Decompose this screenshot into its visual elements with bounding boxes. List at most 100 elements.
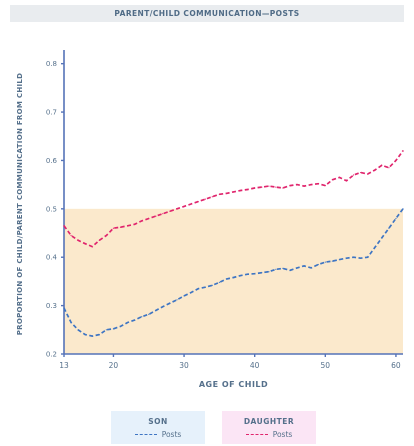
data-point-daughter [388,167,390,169]
data-point-daughter [98,239,100,241]
data-point-son [388,227,390,229]
data-point-son [211,284,213,286]
data-point-daughter [324,185,326,187]
legend-daughter-name: DAUGHTER [243,416,295,426]
data-point-daughter [141,220,143,222]
data-point-son [70,321,72,324]
data-point-daughter [84,243,86,245]
series-daughter [63,150,404,248]
data-point-son [190,291,192,294]
data-point-daughter [63,225,65,227]
data-point-daughter [338,176,341,178]
legend-daughter-dash-icon [245,433,268,435]
data-point-daughter [211,196,213,198]
data-point-son [105,329,107,331]
data-point-son [324,261,326,263]
data-point-daughter [310,184,312,186]
data-point-daughter [381,164,383,166]
data-point-daughter [225,192,228,194]
chart-title: PARENT/CHILD COMMUNICATION—POSTS [10,5,404,22]
data-point-daughter [289,185,291,187]
data-point-son [402,208,404,210]
data-point-daughter [218,193,220,195]
data-point-son [367,256,369,258]
data-point-daughter [176,208,178,210]
data-point-son [374,246,376,249]
data-point-son [317,263,319,266]
data-point-daughter [402,150,404,152]
data-point-son [162,305,164,308]
data-point-daughter [374,169,376,171]
data-point-daughter [112,227,115,229]
data-point-son [197,288,199,290]
data-point-daughter [119,226,122,228]
data-point-son [169,302,171,304]
data-point-daughter [360,171,362,174]
data-point-son [331,260,333,262]
data-point-daughter [275,186,277,188]
legend-item-son: SON Posts [111,411,205,444]
data-point-daughter [282,187,284,189]
data-point-son [345,257,348,259]
x-tick-label: 60 [391,361,401,370]
line-chart: 0.2 0.3 0.4 0.5 0.6 0.7 0.8 13 20 30 40 50 60 AGE O… [16,50,404,389]
series-son [63,208,404,337]
y-tick-label: 0.4 [46,254,58,262]
data-point-son [289,269,291,271]
x-tick-label: 40 [250,361,260,370]
data-point-son [232,276,235,279]
data-point-daughter [105,234,107,237]
legend-item-daughter: DAUGHTER Posts [222,411,316,444]
shaded-band [64,208,403,354]
data-point-son [352,256,355,258]
data-point-son [268,271,270,273]
data-point-son [395,217,397,220]
y-tick-label: 0.2 [46,351,57,359]
data-point-daughter [155,215,157,217]
data-point-daughter [190,203,192,205]
data-point-son [134,319,136,321]
data-point-son [63,307,65,309]
data-point-son [84,334,86,336]
data-point-daughter [239,189,242,192]
data-point-son [296,267,298,269]
data-point-son [218,281,220,283]
legend-daughter-label: Posts [272,429,293,439]
data-point-daughter [169,210,171,212]
y-axis-label: PROPORTION OF CHILD/PARENT COMMUNICATION… [16,73,24,336]
data-point-daughter [183,205,185,208]
data-point-son [148,313,150,315]
data-point-daughter [352,174,355,176]
y-tick-label: 0.7 [46,109,57,117]
data-point-son [91,335,93,337]
data-point-daughter [303,185,305,187]
x-tick-label: 50 [321,361,331,370]
data-point-son [254,273,256,275]
data-point-daughter [204,198,206,200]
data-point-son [247,273,249,275]
x-tick-label: 30 [179,361,189,370]
data-point-son [239,275,242,277]
legend-son-dash-icon [134,433,157,435]
data-point-daughter [296,184,298,186]
legend-son-sample: Posts [134,430,181,439]
y-axis-ticks: 0.2 0.3 0.4 0.5 0.6 0.7 0.8 [46,60,64,359]
data-point-daughter [254,187,256,189]
data-point-daughter [268,185,270,187]
data-point-daughter [395,159,397,162]
y-tick-label: 0.5 [46,205,57,213]
data-point-son [275,268,277,270]
x-axis-ticks: 13 20 30 40 50 60 [59,354,401,370]
y-tick-label: 0.8 [46,60,57,68]
data-point-son [112,328,115,330]
data-point-daughter [162,213,164,215]
data-point-son [155,309,157,312]
data-point-daughter [148,217,150,220]
data-point-daughter [70,234,72,237]
data-point-son [98,334,100,336]
data-point-son [77,329,79,331]
data-point-daughter [345,180,348,182]
data-point-daughter [317,183,319,185]
x-tick-label: 20 [109,361,119,370]
data-point-daughter [77,239,79,241]
